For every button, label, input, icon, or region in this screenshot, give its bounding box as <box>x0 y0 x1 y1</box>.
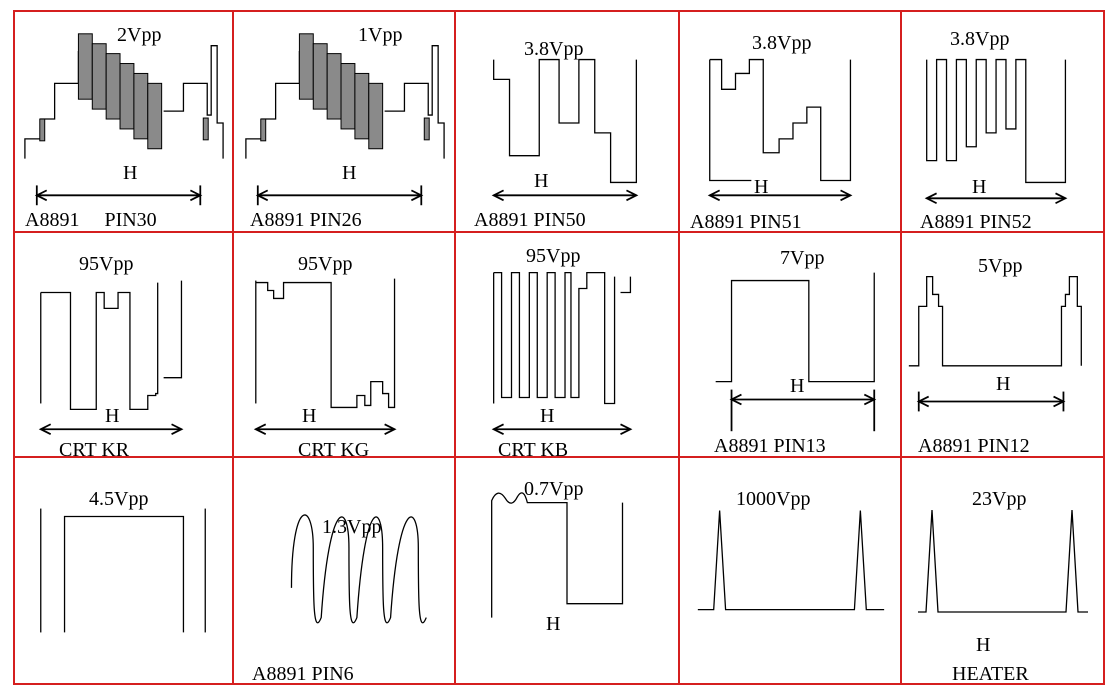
amplitude-label: 95Vpp <box>298 253 353 275</box>
h-period-marker: H <box>105 405 120 427</box>
waveform-cell-a8891-pin13: 7Vpp H A8891 PIN13 <box>680 233 902 458</box>
h-period-marker: H <box>790 375 805 397</box>
waveform-cell-heater: 23Vpp H HEATER <box>902 458 1103 683</box>
amplitude-label: 95Vpp <box>526 245 581 267</box>
waveform-4-5vpp <box>40 508 206 633</box>
signal-label: A8891 PIN12 <box>918 435 1030 457</box>
waveform-cell-a8891-pin26: 1Vpp H A8891 PIN26 <box>234 12 456 233</box>
h-period-marker: H <box>302 405 317 427</box>
waveform-cell-a8891-pin6: 1.3Vpp A8891 PIN6 <box>234 458 456 683</box>
h-period-marker: H <box>123 162 138 184</box>
amplitude-label: 1000Vpp <box>736 488 811 510</box>
amplitude-label: 3.8Vpp <box>950 28 1010 50</box>
waveform-0-7vpp <box>491 492 624 618</box>
waveform-cell-0-7vpp: 0.7Vpp H <box>456 458 680 683</box>
amplitude-label: 1.3Vpp <box>322 516 382 538</box>
waveform-crt-kg <box>253 278 397 435</box>
waveform-crt-kr <box>38 280 184 435</box>
amplitude-label: 0.7Vpp <box>524 478 584 500</box>
h-period-marker: H <box>342 162 357 184</box>
signal-label: CRT KG <box>298 439 370 458</box>
amplitude-label: 2Vpp <box>117 24 162 46</box>
h-period-marker: H <box>540 405 555 427</box>
signal-label: A8891 PIN51 <box>690 211 802 233</box>
amplitude-label: 95Vpp <box>79 253 134 275</box>
waveform-heater <box>918 509 1088 613</box>
amplitude-label: 5Vpp <box>978 255 1023 277</box>
h-period-marker: H <box>972 176 987 198</box>
waveform-pin50 <box>491 58 639 202</box>
waveform-crt-kb <box>491 272 633 435</box>
waveform-grid: 2Vpp H A8891 PIN30 1Vpp H A8891 PIN26 <box>13 10 1105 685</box>
waveform-1000vpp <box>697 510 885 611</box>
waveform-pin52 <box>924 58 1068 205</box>
waveform-cell-crt-kg: 95Vpp H CRT KG <box>234 233 456 458</box>
waveform-cell-1000vpp: 1000Vpp <box>680 458 902 683</box>
waveform-cell-a8891-pin52: 3.8Vpp H A8891 PIN52 <box>902 12 1103 233</box>
h-period-marker: H <box>534 170 549 192</box>
signal-label: CRT KB <box>498 439 569 458</box>
waveform-cell-a8891-pin30: 2Vpp H A8891 PIN30 <box>15 12 234 233</box>
amplitude-label: 1Vpp <box>358 24 403 46</box>
amplitude-label: 3.8Vpp <box>524 38 584 60</box>
amplitude-label: 3.8Vpp <box>752 32 812 54</box>
signal-label: A8891 PIN52 <box>920 211 1032 233</box>
signal-label: CRT KR <box>59 439 130 458</box>
waveform-pin12 <box>908 275 1082 412</box>
waveform-pin51 <box>707 58 853 202</box>
waveform-pin30 <box>24 33 224 206</box>
h-period-marker: H <box>546 613 561 635</box>
amplitude-label: 23Vpp <box>972 488 1027 510</box>
waveform-cell-4-5vpp: 4.5Vpp <box>15 458 234 683</box>
amplitude-label: 7Vpp <box>780 247 825 269</box>
waveform-cell-crt-kr: 95Vpp H CRT KR <box>15 233 234 458</box>
waveform-pin26 <box>245 33 445 206</box>
waveform-pin6 <box>290 514 427 624</box>
h-period-marker: H <box>976 634 991 656</box>
waveform-cell-a8891-pin51: 3.8Vpp H A8891 PIN51 <box>680 12 902 233</box>
waveform-cell-a8891-pin50: 3.8Vpp H A8891 PIN50 <box>456 12 680 233</box>
waveform-cell-crt-kb: 95Vpp H CRT KB <box>456 233 680 458</box>
h-period-marker: H <box>996 373 1011 395</box>
signal-label: HEATER <box>952 663 1029 683</box>
h-period-marker: H <box>754 176 769 198</box>
signal-label: A8891 PIN26 <box>250 209 362 231</box>
waveform-cell-a8891-pin12: 5Vpp H A8891 PIN12 <box>902 233 1103 458</box>
waveform-pin13 <box>715 272 877 432</box>
signal-label: A8891 PIN6 <box>252 663 354 683</box>
signal-label: A8891 PIN13 <box>714 435 826 457</box>
amplitude-label: 4.5Vpp <box>89 488 149 510</box>
signal-label: A8891 PIN50 <box>474 209 586 231</box>
signal-label: A8891 PIN30 <box>25 209 157 231</box>
